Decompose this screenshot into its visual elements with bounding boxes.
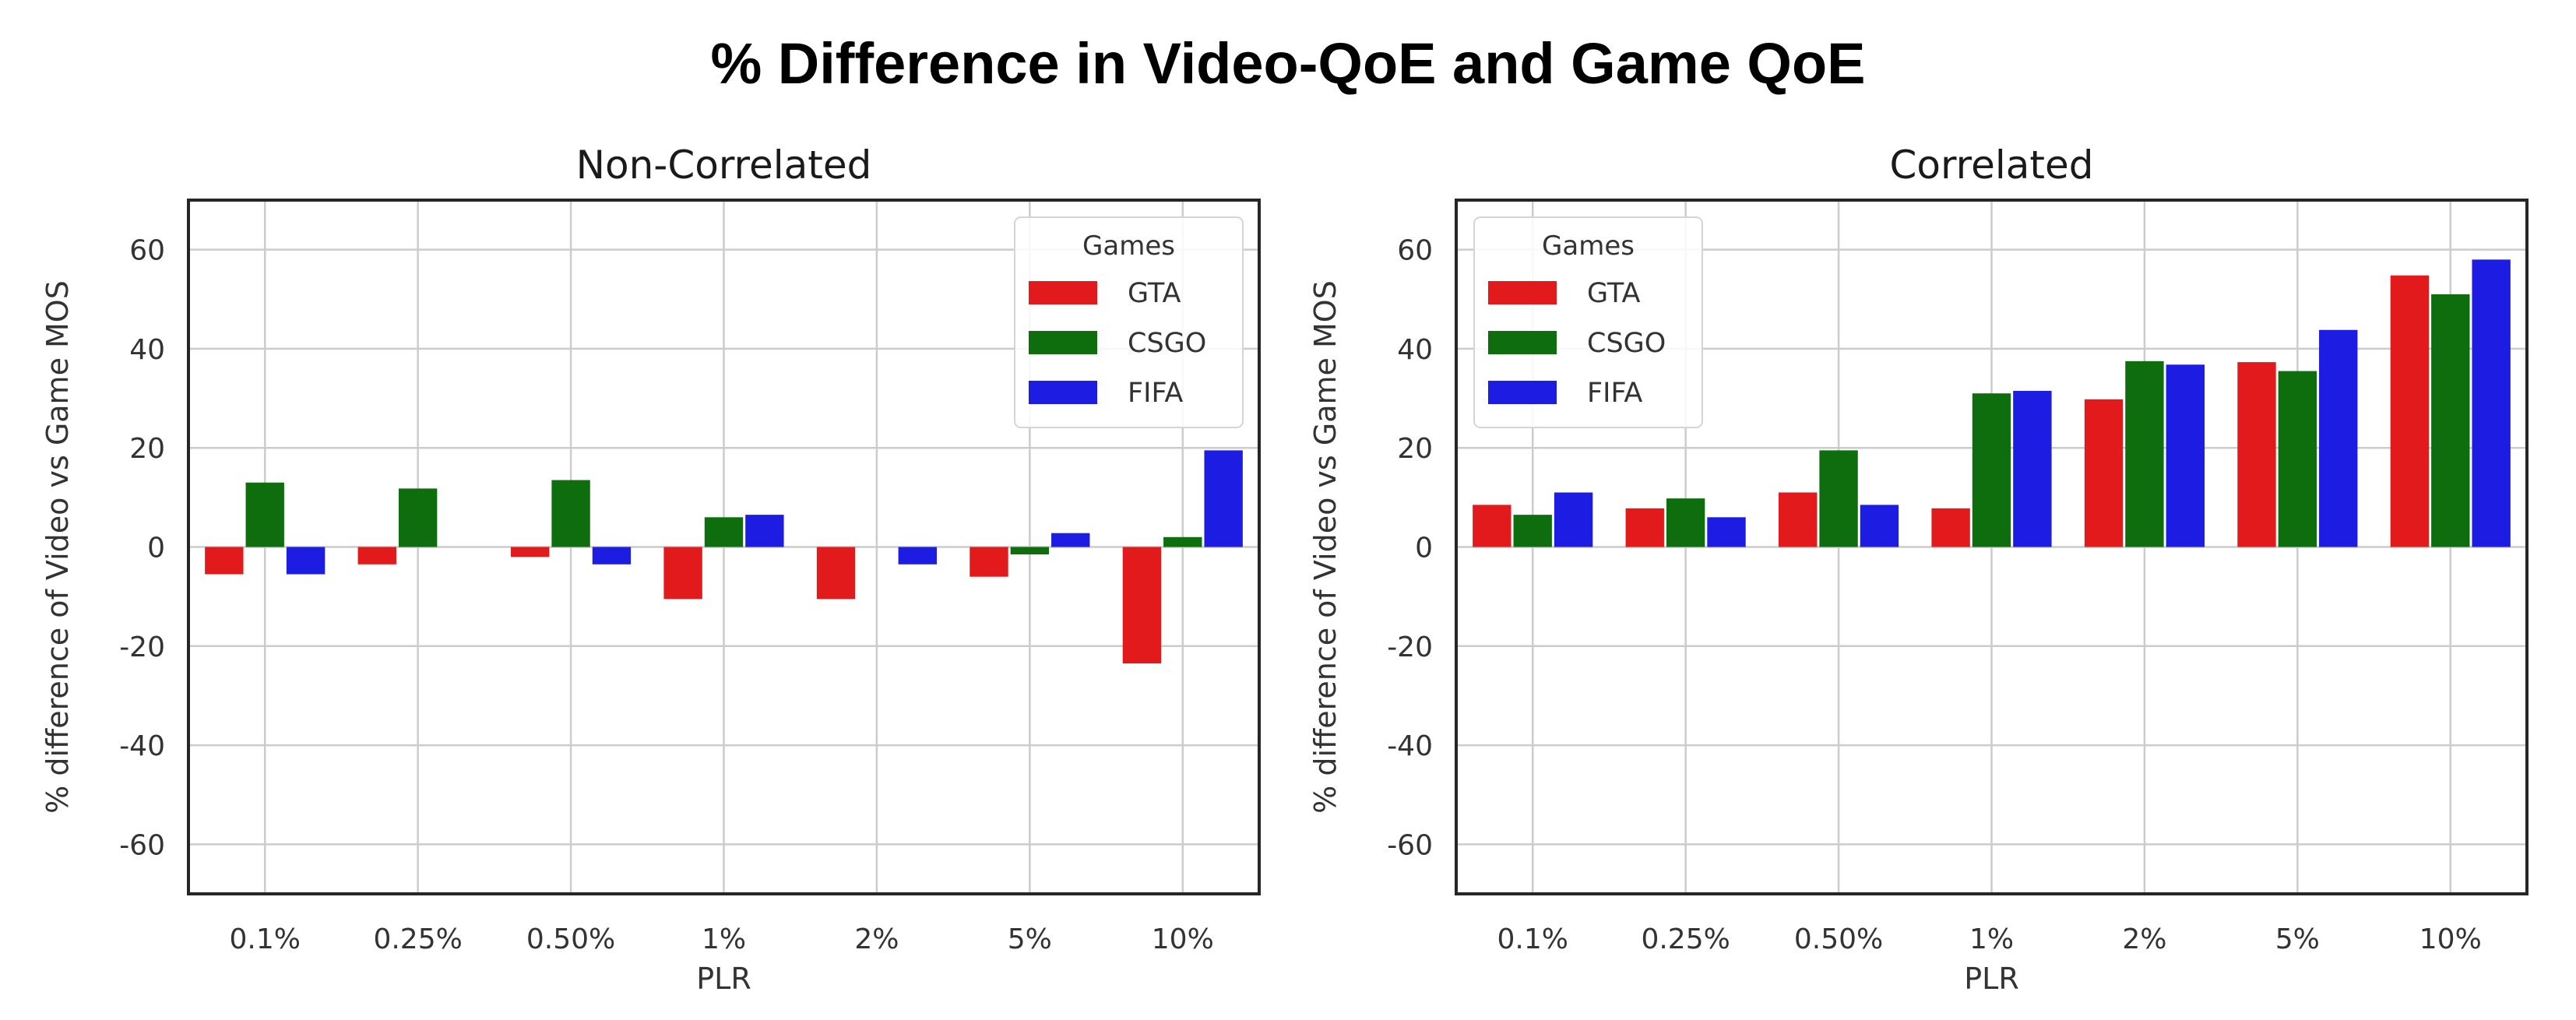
noncorrelated-legend: Games GTA CSGO FIFA xyxy=(1014,216,1244,428)
figure-title: % Difference in Video-QoE and Game QoE xyxy=(710,31,1865,96)
correlated-x-tick-label: 5% xyxy=(2275,923,2320,955)
correlated-bar-gta-0 xyxy=(1473,505,1511,547)
noncorrelated-bar-gta-1 xyxy=(357,547,396,565)
correlated-legend-swatch-gta xyxy=(1488,281,1557,304)
correlated-bar-csgo-0 xyxy=(1513,515,1552,547)
noncorrelated-bar-gta-6 xyxy=(1122,547,1162,664)
noncorrelated-bar-csgo-0 xyxy=(245,482,284,547)
correlated-y-tick-label: 40 xyxy=(1397,334,1433,366)
noncorrelated-x-tick-label: 2% xyxy=(854,923,899,955)
non-correlated-chart-panel: -60 -40 -20 0 20 40 60 0.1% 0.25% 0.50% 1% 2% 5% 10% N… xyxy=(40,142,1261,996)
noncorrelated-y-tick-label: 0 xyxy=(147,533,165,565)
noncorrelated-bar-fifa-3 xyxy=(745,515,784,547)
correlated-bar-gta-5 xyxy=(2237,362,2276,547)
noncorrelated-x-tick-label: 0.50% xyxy=(526,923,615,955)
correlated-x-tick-label: 0.25% xyxy=(1641,923,1730,955)
correlated-bar-csgo-1 xyxy=(1666,498,1705,547)
noncorrelated-bar-fifa-0 xyxy=(286,547,326,575)
correlated-legend-label-csgo: CSGO xyxy=(1587,328,1666,359)
noncorrelated-x-tick-label: 10% xyxy=(1152,923,1214,955)
correlated-legend-label-gta: GTA xyxy=(1587,278,1641,309)
correlated-y-tick-label: -20 xyxy=(1387,631,1433,663)
noncorrelated-bar-csgo-6 xyxy=(1163,536,1202,547)
correlated-bar-fifa-3 xyxy=(2013,391,2052,547)
noncorrelated-x-axis-label: PLR xyxy=(696,962,751,996)
noncorrelated-bar-gta-3 xyxy=(663,547,702,600)
correlated-bar-fifa-4 xyxy=(2166,364,2205,547)
noncorrelated-bar-csgo-3 xyxy=(704,517,744,547)
correlated-bar-gta-6 xyxy=(2390,275,2430,547)
correlated-x-tick-label: 1% xyxy=(1969,923,2014,955)
correlated-bar-csgo-3 xyxy=(1972,393,2011,547)
noncorrelated-bar-gta-5 xyxy=(970,547,1008,577)
correlated-bar-fifa-0 xyxy=(1554,492,1593,547)
noncorrelated-plot-frame xyxy=(187,199,1261,895)
noncorrelated-y-tick-label: -20 xyxy=(119,631,165,663)
correlated-legend-label-fifa: FIFA xyxy=(1587,378,1642,409)
correlated-bar-gta-1 xyxy=(1625,508,1664,547)
noncorrelated-y-tick-label: 20 xyxy=(129,433,165,465)
noncorrelated-legend-title: Games xyxy=(1082,230,1175,262)
noncorrelated-x-tick-label: 0.1% xyxy=(229,923,300,955)
correlated-bar-gta-2 xyxy=(1779,492,1818,547)
correlated-legend-box xyxy=(1473,216,1703,428)
noncorrelated-bar-fifa-4 xyxy=(898,547,937,565)
correlated-bar-csgo-4 xyxy=(2125,361,2164,547)
correlated-legend-swatch-csgo xyxy=(1488,331,1557,354)
noncorrelated-bar-fifa-2 xyxy=(592,547,632,565)
correlated-bar-fifa-2 xyxy=(1860,505,1899,547)
correlated-bar-csgo-6 xyxy=(2431,294,2470,547)
noncorrelated-y-tick-label: -60 xyxy=(119,829,165,861)
correlated-bar-csgo-5 xyxy=(2278,371,2317,547)
noncorrelated-legend-swatch-fifa xyxy=(1029,381,1097,404)
noncorrelated-bar-gta-0 xyxy=(205,547,244,575)
noncorrelated-bar-csgo-2 xyxy=(551,480,590,547)
correlated-bar-fifa-6 xyxy=(2472,259,2511,547)
noncorrelated-y-tick-label: -40 xyxy=(119,730,165,762)
noncorrelated-y-axis-label: % difference of Video vs Game MOS xyxy=(40,280,75,814)
correlated-x-tick-label: 10% xyxy=(2419,923,2482,955)
correlated-x-axis-label: PLR xyxy=(1964,962,2019,996)
correlated-bar-gta-3 xyxy=(1931,508,1970,547)
correlated-bar-csgo-2 xyxy=(1819,450,1858,547)
noncorrelated-legend-swatch-csgo xyxy=(1029,331,1097,354)
noncorrelated-bar-csgo-5 xyxy=(1010,547,1050,555)
noncorrelated-bar-fifa-5 xyxy=(1051,533,1090,547)
noncorrelated-bar-fifa-6 xyxy=(1204,450,1243,547)
noncorrelated-y-tick-label: 40 xyxy=(129,334,165,366)
correlated-y-tick-label: 60 xyxy=(1397,235,1433,267)
correlated-chart-title: Correlated xyxy=(1889,142,2093,188)
correlated-bar-gta-4 xyxy=(2084,399,2124,547)
correlated-y-tick-label: 20 xyxy=(1397,433,1433,465)
correlated-chart-panel: -60 -40 -20 0 20 40 60 0.1% 0.25% 0.50% 1% 2% 5% 10% C… xyxy=(1308,142,2528,996)
correlated-plot-frame xyxy=(1455,199,2528,895)
noncorrelated-legend-label-csgo: CSGO xyxy=(1128,328,1206,359)
noncorrelated-x-tick-label: 5% xyxy=(1008,923,1052,955)
noncorrelated-x-tick-label: 1% xyxy=(702,923,746,955)
noncorrelated-bar-gta-4 xyxy=(816,547,856,600)
noncorrelated-x-tick-label: 0.25% xyxy=(373,923,462,955)
noncorrelated-bar-gta-2 xyxy=(511,547,550,557)
correlated-y-tick-label: 0 xyxy=(1415,533,1433,565)
noncorrelated-legend-label-gta: GTA xyxy=(1128,278,1181,309)
correlated-x-tick-label: 0.50% xyxy=(1794,923,1883,955)
noncorrelated-legend-box xyxy=(1014,216,1244,428)
correlated-legend: Games GTA CSGO FIFA xyxy=(1473,216,1703,428)
correlated-y-axis-label: % difference of Video vs Game MOS xyxy=(1308,280,1343,814)
correlated-x-tick-label: 2% xyxy=(2122,923,2166,955)
noncorrelated-y-tick-label: 60 xyxy=(129,235,165,267)
noncorrelated-legend-swatch-gta xyxy=(1029,281,1097,304)
correlated-x-tick-label: 0.1% xyxy=(1497,923,1568,955)
noncorrelated-bar-csgo-1 xyxy=(398,488,438,547)
noncorrelated-legend-label-fifa: FIFA xyxy=(1128,378,1183,409)
noncorrelated-chart-title: Non-Correlated xyxy=(576,142,872,188)
correlated-legend-swatch-fifa xyxy=(1488,381,1557,404)
correlated-y-tick-label: -40 xyxy=(1387,730,1433,762)
correlated-y-tick-label: -60 xyxy=(1387,829,1433,861)
correlated-bar-fifa-5 xyxy=(2319,329,2358,547)
correlated-bar-fifa-1 xyxy=(1707,517,1746,547)
correlated-legend-title: Games xyxy=(1542,230,1635,262)
